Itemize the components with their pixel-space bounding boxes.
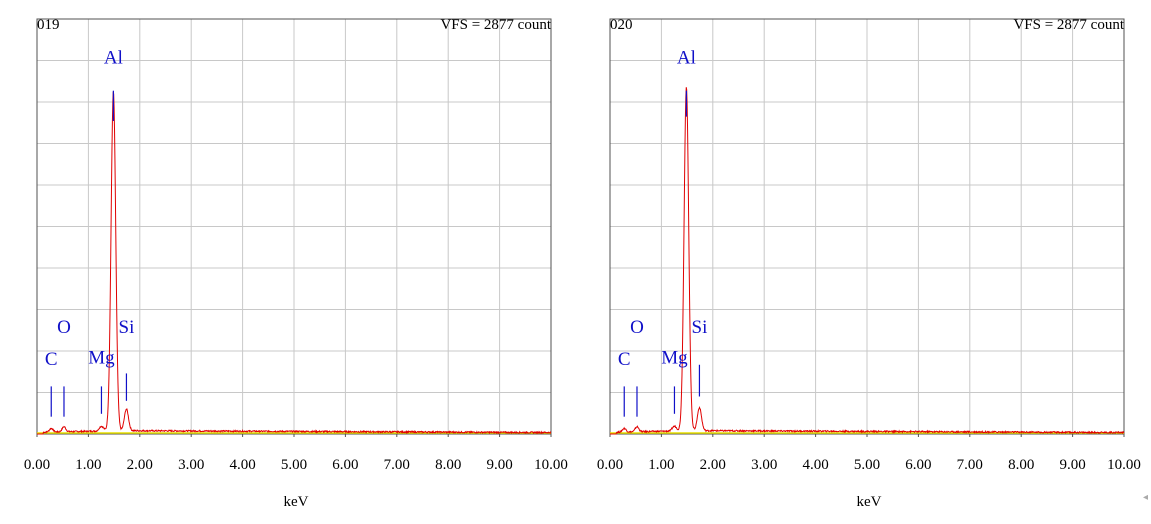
x-tick-label: 3.00 bbox=[178, 457, 204, 473]
element-label-o: O bbox=[630, 317, 644, 338]
x-tick-label: 8.00 bbox=[435, 457, 461, 473]
spectrum-series bbox=[610, 87, 1125, 435]
x-tick-label: 7.00 bbox=[384, 457, 410, 473]
x-axis-label: keV bbox=[857, 494, 882, 510]
spectrum-chart-019: 019 VFS = 2877 count 0.00 1.00 2.00 3.00 4.00 5… bbox=[24, 17, 568, 510]
x-tick-label: 0.00 bbox=[597, 457, 623, 473]
x-tick-label: 10.00 bbox=[1107, 457, 1141, 473]
x-tick-label: 4.00 bbox=[802, 457, 828, 473]
x-tick-label: 6.00 bbox=[905, 457, 931, 473]
x-tick-label: 7.00 bbox=[957, 457, 983, 473]
element-label-mg: Mg bbox=[661, 347, 688, 368]
x-tick-label: 2.00 bbox=[700, 457, 726, 473]
x-tick-label: 5.00 bbox=[854, 457, 880, 473]
x-axis-label: keV bbox=[284, 494, 309, 510]
x-tick-label: 2.00 bbox=[127, 457, 153, 473]
x-tick-label: 9.00 bbox=[486, 457, 512, 473]
x-tick-label: 0.00 bbox=[24, 457, 50, 473]
element-label-c: C bbox=[45, 349, 58, 370]
spectrum-panel-020: 020 VFS = 2877 count 0.00 1.00 2.00 3.00 4.00 5… bbox=[573, 0, 1143, 524]
spectrum-series bbox=[37, 91, 552, 435]
vfs-label: VFS = 2877 count bbox=[1013, 17, 1124, 33]
element-label-al: Al bbox=[677, 47, 696, 68]
corner-arrow-icon: ◂ bbox=[1143, 492, 1149, 503]
element-label-si: Si bbox=[692, 317, 708, 338]
x-tick-label: 5.00 bbox=[281, 457, 307, 473]
x-tick-label: 1.00 bbox=[648, 457, 674, 473]
element-label-o: O bbox=[57, 317, 71, 338]
chart-title: 020 bbox=[610, 17, 633, 33]
x-tick-label: 6.00 bbox=[332, 457, 358, 473]
vfs-label: VFS = 2877 count bbox=[440, 17, 551, 33]
x-tick-label: 4.00 bbox=[229, 457, 255, 473]
chart-title: 019 bbox=[37, 17, 60, 33]
spectrum-chart-020: 020 VFS = 2877 count 0.00 1.00 2.00 3.00 4.00 5… bbox=[597, 17, 1141, 510]
spectrum-panel-019: 019 VFS = 2877 count 0.00 1.00 2.00 3.00 4.00 5… bbox=[0, 0, 570, 524]
element-label-mg: Mg bbox=[88, 347, 115, 368]
x-tick-label: 1.00 bbox=[75, 457, 101, 473]
element-label-al: Al bbox=[104, 47, 123, 68]
element-label-c: C bbox=[618, 349, 631, 370]
element-label-si: Si bbox=[119, 317, 135, 338]
x-tick-label: 10.00 bbox=[534, 457, 568, 473]
x-tick-label: 8.00 bbox=[1008, 457, 1034, 473]
x-tick-label: 9.00 bbox=[1059, 457, 1085, 473]
x-tick-label: 3.00 bbox=[751, 457, 777, 473]
